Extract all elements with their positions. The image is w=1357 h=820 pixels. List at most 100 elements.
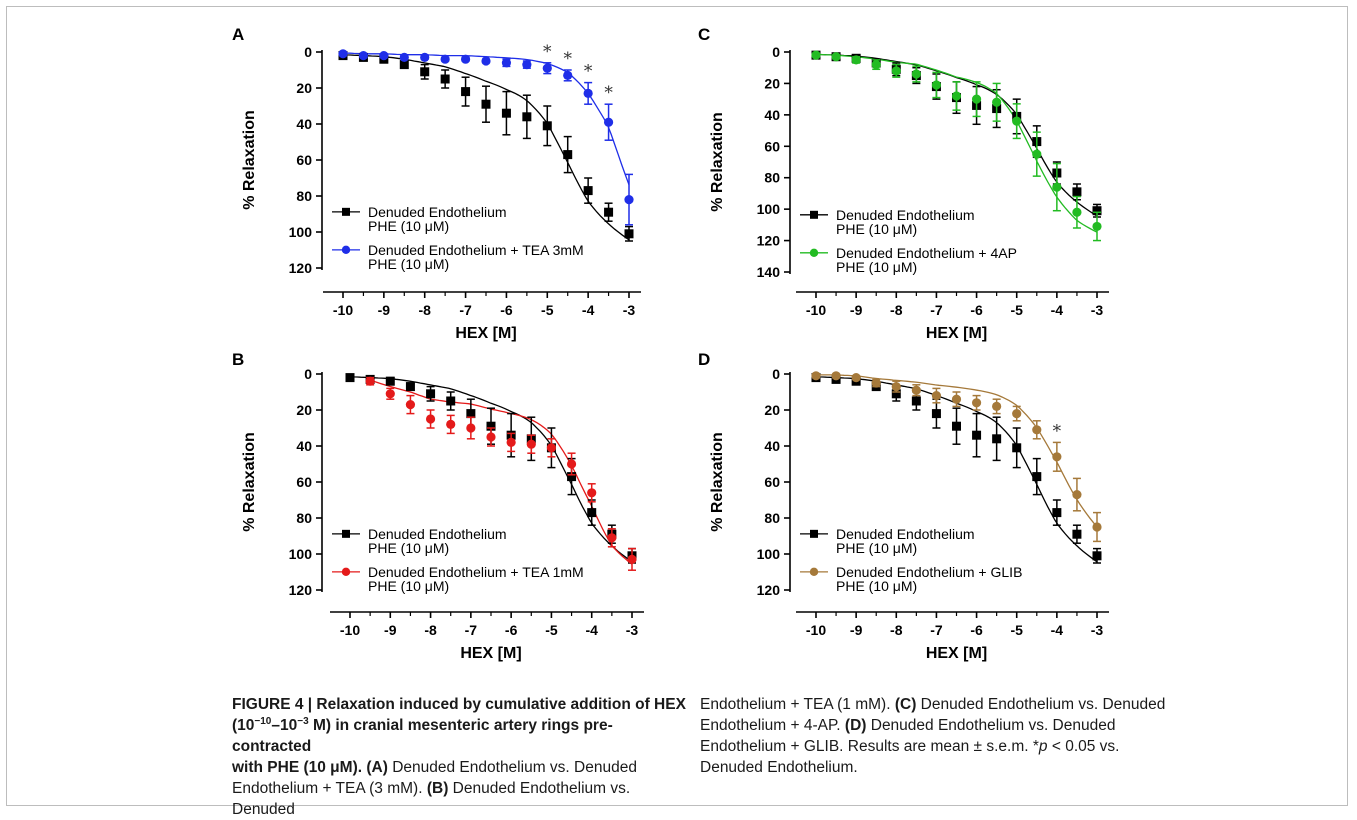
data-point: [1012, 443, 1022, 453]
data-point: [399, 60, 409, 70]
data-point: [399, 52, 409, 63]
data-point: [501, 58, 512, 68]
y-tick-label: 100: [757, 546, 781, 562]
data-point: [440, 54, 450, 64]
data-point: [603, 117, 614, 127]
x-axis-label: HEX [M]: [926, 325, 987, 342]
data-point: [1012, 409, 1022, 419]
panel-label: C: [698, 25, 710, 44]
data-point: [379, 51, 389, 61]
caption-line: Endothelium + TEA (1 mM).: [700, 696, 895, 713]
data-point: [460, 54, 471, 64]
x-tick-label: -3: [1091, 302, 1104, 318]
y-tick-label: 20: [296, 80, 312, 96]
data-point: [405, 400, 416, 410]
legend-label: PHE (10 μM): [836, 578, 917, 594]
data-point: [1032, 425, 1042, 435]
legend-label: PHE (10 μM): [836, 221, 917, 237]
fit-curve: [815, 53, 1098, 233]
data-point: [546, 443, 557, 453]
y-tick-label: 60: [296, 474, 312, 490]
fit-curve: [816, 374, 1098, 528]
y-tick-label: 100: [757, 201, 781, 217]
data-point: [1072, 187, 1082, 197]
fit-curve: [342, 54, 630, 241]
x-tick-label: -4: [585, 622, 598, 638]
caption-line: Denuded Endothelium.: [700, 759, 858, 776]
legend-label: PHE (10 μM): [836, 259, 917, 275]
legend-label: PHE (10 μM): [368, 540, 449, 556]
caption-line: Endothelium + GLIB. Results are mean ± s…: [700, 738, 1039, 755]
significance-star: *: [563, 49, 572, 69]
fit-curve: [349, 376, 633, 563]
legend-marker: [810, 529, 818, 538]
y-tick-label: 0: [772, 44, 780, 60]
data-point: [426, 389, 436, 399]
y-tick-label: 80: [296, 188, 312, 204]
data-point: [587, 508, 597, 518]
y-axis-label: % Relaxation: [241, 110, 258, 210]
panel-a: A 0 20 40 60 80 100 120 % Relaxation -10 -9 -8 -7 -6 -…: [232, 25, 641, 342]
data-point: [446, 396, 456, 406]
data-point: [931, 391, 942, 401]
data-point: [385, 376, 395, 386]
x-tick-label: -7: [465, 622, 478, 638]
data-point: [522, 60, 532, 70]
data-point: [420, 52, 430, 63]
panel-label: A: [232, 25, 244, 44]
caption-line: Denuded Endothelium vs. Denuded: [866, 717, 1116, 734]
data-point: [627, 554, 637, 565]
data-point: [522, 112, 532, 122]
data-point: [911, 396, 921, 406]
x-tick-label: -7: [930, 302, 943, 318]
data-point: [871, 59, 881, 70]
y-tick-label: 120: [757, 582, 781, 598]
significance-star: *: [584, 62, 593, 82]
data-point: [1092, 206, 1102, 216]
x-axis-label: HEX [M]: [926, 645, 987, 662]
x-tick-label: -5: [541, 302, 554, 318]
y-tick-label: 100: [289, 224, 313, 240]
legend-label: Denuded Endothelium + 4AP: [836, 245, 1017, 261]
data-point: [931, 80, 942, 90]
data-point: [1032, 149, 1042, 159]
caption-title: FIGURE 4 | Relaxation induced by cumulat…: [232, 696, 686, 713]
x-tick-label: -7: [459, 302, 472, 318]
data-point: [506, 437, 516, 447]
x-tick-label: -9: [850, 302, 863, 318]
data-point: [566, 459, 577, 469]
legend-label: Denuded Endothelium + GLIB: [836, 564, 1022, 580]
data-point: [1032, 472, 1042, 482]
caption-line: < 0.05 vs.: [1047, 738, 1120, 755]
data-point: [972, 430, 982, 440]
y-axis-label: % Relaxation: [709, 112, 726, 212]
x-tick-label: -6: [500, 302, 513, 318]
legend-label: PHE (10 μM): [368, 578, 449, 594]
x-tick-label: -10: [340, 622, 360, 638]
x-tick-label: -10: [333, 302, 353, 318]
data-point: [481, 99, 491, 109]
data-point: [358, 51, 369, 61]
caption-line: Endothelium + 4-AP.: [700, 717, 845, 734]
legend-marker: [810, 210, 818, 219]
data-point: [971, 398, 982, 408]
data-point: [851, 55, 861, 65]
data-point: [338, 49, 348, 59]
data-point: [911, 385, 921, 395]
data-point: [440, 74, 450, 84]
x-tick-label: -8: [890, 622, 903, 638]
data-point: [831, 52, 841, 62]
legend-marker: [341, 245, 351, 255]
x-tick-label: -5: [1010, 302, 1023, 318]
x-tick-label: -3: [626, 622, 639, 638]
y-tick-label: 80: [764, 510, 780, 526]
panel-label: B: [232, 350, 244, 369]
data-point: [1092, 522, 1102, 532]
data-point: [1092, 551, 1102, 561]
data-point: [365, 376, 375, 386]
caption-tag-c: (C): [894, 696, 917, 713]
y-axis-label: % Relaxation: [709, 432, 726, 532]
x-tick-label: -6: [970, 302, 983, 318]
data-point: [345, 373, 355, 383]
x-tick-label: -4: [1051, 622, 1064, 638]
